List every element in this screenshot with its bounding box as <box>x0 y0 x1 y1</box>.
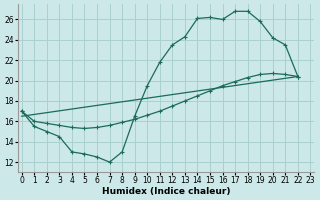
X-axis label: Humidex (Indice chaleur): Humidex (Indice chaleur) <box>102 187 230 196</box>
